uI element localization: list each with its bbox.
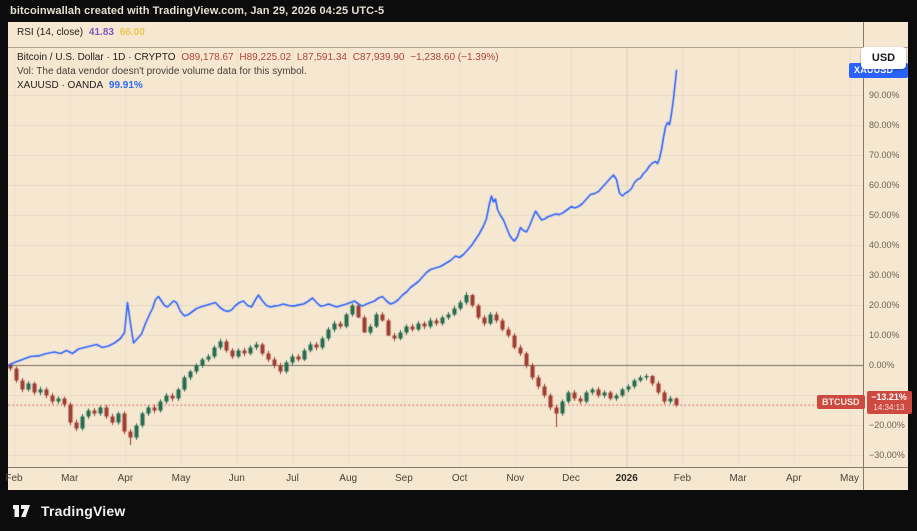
price-chart-canvas[interactable]: [8, 22, 863, 467]
tradingview-logo[interactable]: TradingView: [0, 503, 125, 519]
price-axis[interactable]: 90.00% 80.00% 70.00% 60.00% 50.00% 40.00% 30.0…: [863, 22, 909, 467]
time-axis-label: Oct: [451, 473, 468, 484]
ohlc-open: O89,178.67: [181, 52, 234, 63]
y-axis-label: 50.00%: [869, 210, 900, 220]
y-axis-label: −30.00%: [869, 450, 905, 460]
time-axis-label: Feb: [5, 473, 23, 484]
compare-legend: XAUUSD · OANDA 99.91%: [17, 80, 146, 91]
y-axis-label: 80.00%: [869, 120, 900, 130]
symbol-legend: Bitcoin / U.S. Dollar · 1D · CRYPTO O89,…: [17, 52, 502, 63]
y-axis-label: 20.00%: [869, 300, 900, 310]
time-axis-label: 2026: [615, 473, 638, 484]
btcusd-tag-countdown: 14:34:13: [873, 402, 905, 412]
time-axis[interactable]: Feb Mar Apr May Jun Jul Aug Sep Oct Nov Dec 2026 Feb…: [5, 467, 908, 491]
y-axis-label: 70.00%: [869, 150, 900, 160]
ohlc-close: C87,939.90: [352, 52, 405, 63]
y-axis-label: 40.00%: [869, 240, 900, 250]
attribution-text: bitcoinwallah created with TradingView.c…: [10, 5, 385, 17]
btcusd-tag-value-box: −13.21% 14:34:13: [866, 390, 912, 414]
currency-toggle-button[interactable]: USD: [861, 47, 906, 69]
rsi-legend: RSI (14, close) 41.83 66.00: [17, 27, 148, 38]
btcusd-tag-percent: −13.21%: [871, 391, 907, 402]
rsi-ma-value: 66.00: [119, 27, 145, 38]
y-axis-label: 90.00%: [869, 90, 900, 100]
y-axis-label: 60.00%: [869, 180, 900, 190]
compare-symbol-label: XAUUSD · OANDA: [17, 80, 104, 91]
y-axis-label: −20.00%: [869, 420, 905, 430]
axis-corner-divider: [863, 468, 864, 491]
y-axis-label: 30.00%: [869, 270, 900, 280]
rsi-label: RSI (14, close): [17, 27, 84, 38]
compare-symbol-value: 99.91%: [108, 80, 143, 91]
ohlc-high: H89,225.02: [239, 52, 292, 63]
time-axis-label: Nov: [506, 473, 525, 484]
time-axis-label: May: [171, 473, 191, 484]
rsi-pane-separator: [8, 47, 908, 48]
btcusd-tag-label: BTCUSD: [817, 395, 865, 410]
time-axis-label: Feb: [673, 473, 692, 484]
tradingview-logo-icon: [13, 504, 30, 517]
footer-bar: TradingView: [0, 490, 917, 531]
chart-panel: RSI (14, close) 41.83 66.00 Bitcoin / U.…: [5, 22, 912, 491]
time-axis-label: Apr: [117, 473, 134, 484]
time-axis-label: Mar: [61, 473, 79, 484]
time-axis-label: May: [840, 473, 859, 484]
ohlc-low: L87,591.34: [296, 52, 347, 63]
tradingview-logo-text: TradingView: [41, 502, 126, 519]
time-axis-label: Sep: [394, 473, 413, 484]
time-axis-label: Aug: [339, 473, 358, 484]
xauusd-tag-label: XAUUSD: [854, 65, 894, 76]
time-axis-label: Jun: [228, 473, 245, 484]
y-axis-label: 10.00%: [869, 330, 900, 340]
change-value: −1,238.60 (−1.39%): [410, 52, 499, 63]
btcusd-price-tag[interactable]: BTCUSD −13.21% 14:34:13: [817, 390, 912, 414]
time-axis-label: Apr: [786, 473, 802, 484]
time-axis-label: Dec: [562, 473, 580, 484]
time-axis-label: Mar: [729, 473, 747, 484]
volume-note: Vol: The data vendor doesn't provide vol…: [17, 66, 307, 77]
rsi-value: 41.83: [88, 27, 114, 38]
attribution-bar: bitcoinwallah created with TradingView.c…: [0, 0, 917, 22]
symbol-title: Bitcoin / U.S. Dollar · 1D · CRYPTO: [17, 52, 176, 63]
y-axis-label: 0.00%: [869, 360, 895, 370]
time-axis-label: Jul: [286, 473, 299, 484]
